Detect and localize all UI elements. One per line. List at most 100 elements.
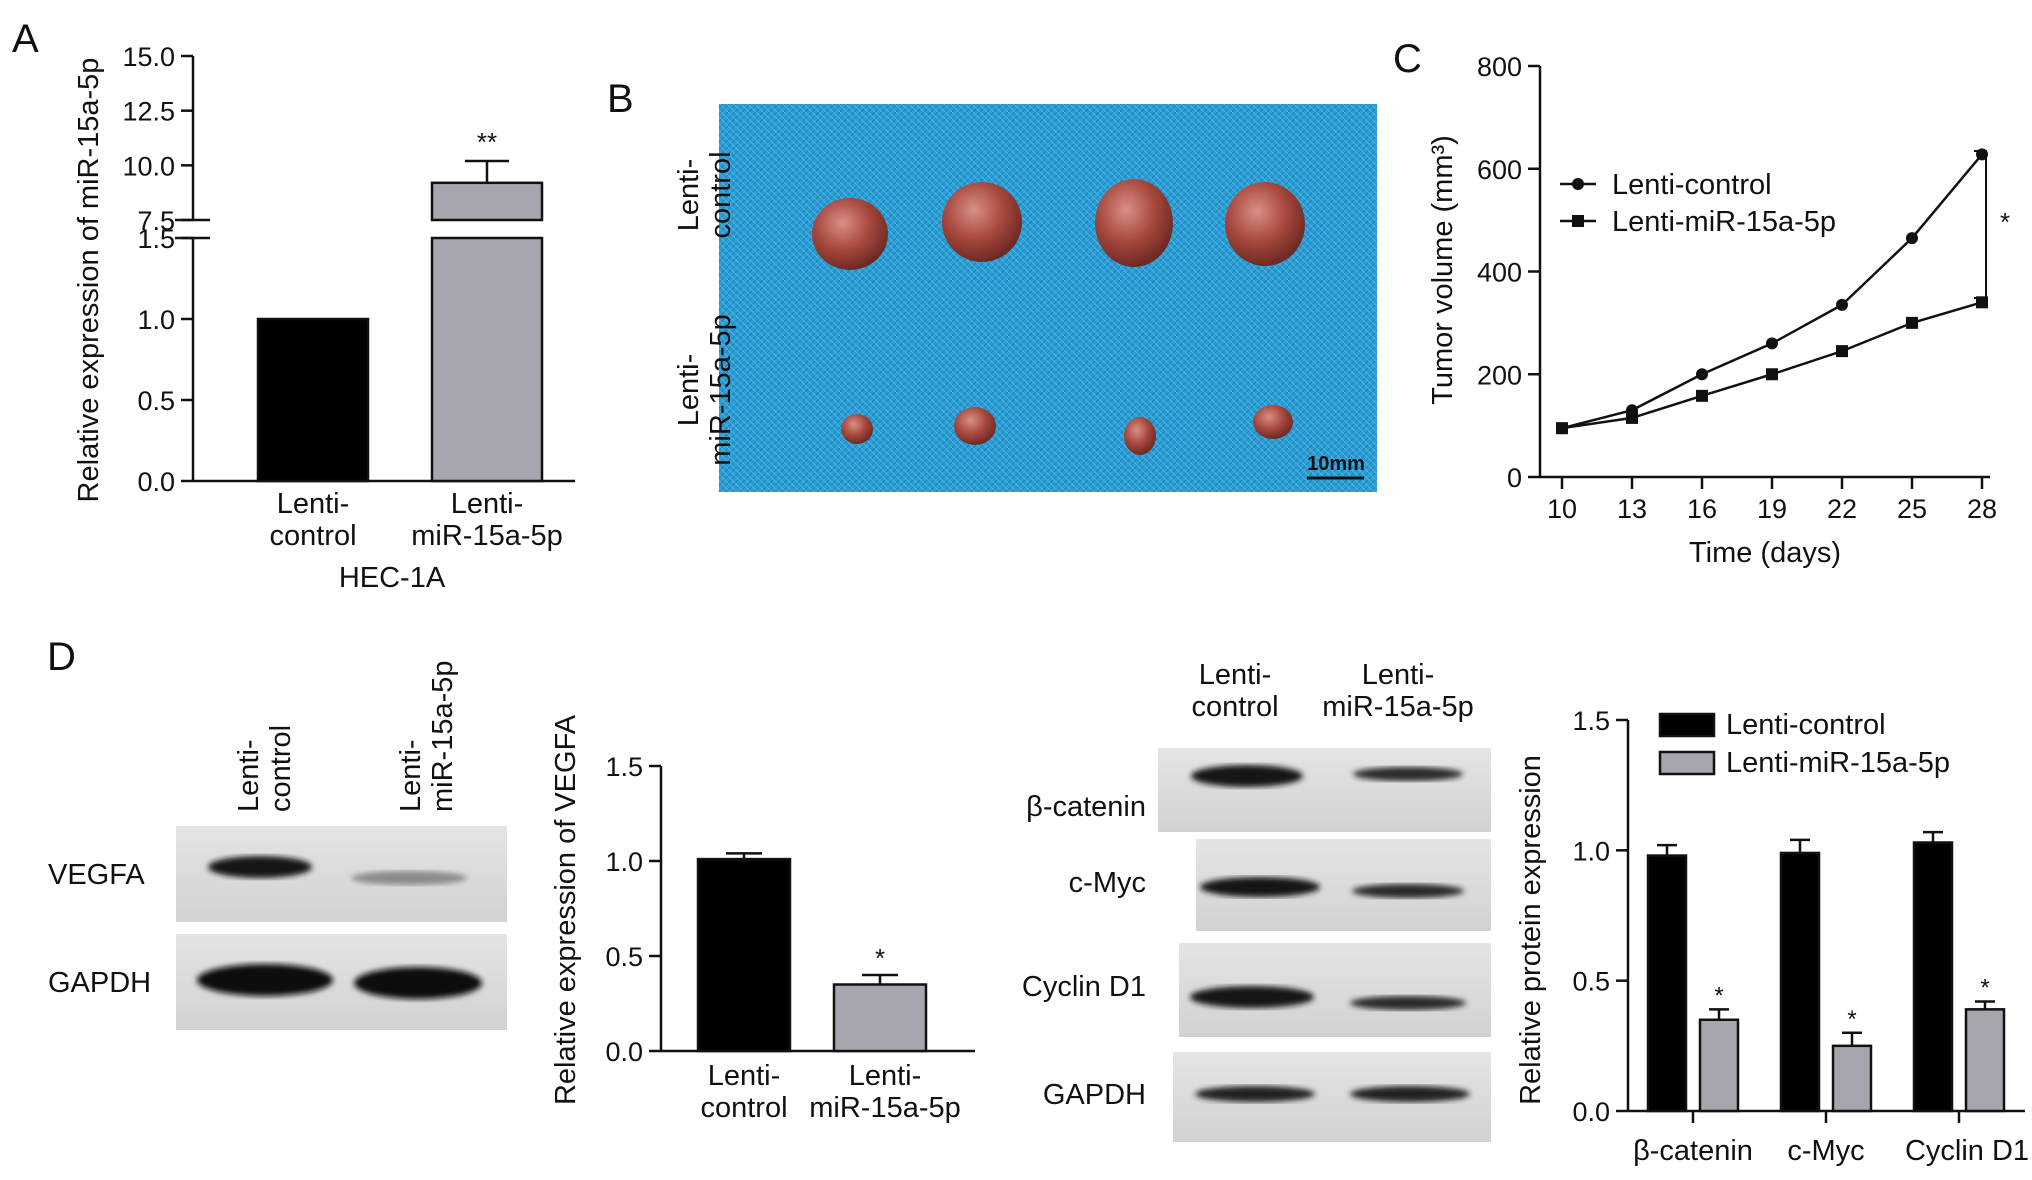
panel-a-upper-tick-label: 15.0 (122, 42, 175, 72)
tumor (841, 414, 873, 444)
band (208, 856, 312, 878)
protein-y-tick-label: 1.0 (1572, 836, 1610, 866)
tumor (812, 198, 888, 270)
panel-c-x-tick-label: 22 (1827, 494, 1857, 524)
panel-a-category-label: control (269, 520, 356, 552)
panel-c-xlabel: Time (days) (1689, 537, 1841, 569)
panel-a-xgroup-label: HEC-1A (339, 562, 446, 594)
tumor (1253, 405, 1293, 439)
blot-lane-label: control (1191, 691, 1278, 723)
blot-lane-label: miR-15a-5p (427, 661, 459, 813)
panel-label-c: C (1393, 37, 1422, 81)
band (197, 964, 333, 996)
panel-c-y-tick-label: 0 (1507, 463, 1522, 493)
band (351, 871, 467, 885)
vegfa-significance: * (875, 943, 885, 973)
tumor (1225, 182, 1305, 266)
photo-row-label: miR-15a-5p (705, 314, 737, 466)
blot-row-label: VEGFA (48, 859, 145, 891)
tumor (942, 182, 1022, 262)
protein-legend-label: Lenti-miR-15a-5p (1726, 747, 1950, 779)
protein-ylabel: Relative protein expression (1515, 755, 1547, 1105)
protein-bar (1698, 1018, 1740, 1113)
panel-d: D Lenti-control Lenti-miR-15a-5p VEGFAGAP… (47, 635, 2029, 1167)
protein-significance: * (1847, 1006, 1856, 1033)
blot-lane-label: control (265, 725, 297, 812)
panel-a-upper-tick-label: 10.0 (122, 151, 175, 181)
blot-row-label: GAPDH (48, 967, 151, 999)
panel-c-legend-marker (1572, 215, 1584, 227)
panel-a-category-label: Lenti- (451, 488, 524, 520)
panel-c-x-tick-label: 25 (1897, 494, 1927, 524)
panel-c-legend-label: Lenti-control (1612, 169, 1772, 201)
panel-a-category-label: miR-15a-5p (411, 520, 563, 552)
tumor (954, 407, 996, 445)
panel-a-category-label: Lenti- (277, 488, 350, 520)
scale-bar-label: 10mm (1307, 453, 1365, 475)
panel-a-bar (430, 236, 544, 483)
panel-c-y-tick-label: 200 (1477, 360, 1522, 390)
panel-c-x-tick-label: 10 (1547, 494, 1577, 524)
protein-bar (1779, 851, 1821, 1113)
band (354, 967, 482, 999)
protein-category-label: Cyclin D1 (1905, 1135, 2029, 1167)
protein-bar (1831, 1044, 1873, 1113)
panel-a-lower-tick-label: 1.5 (137, 224, 175, 254)
band (1353, 767, 1463, 781)
vegfa-bar (832, 983, 928, 1053)
panel-c-series-line (1561, 301, 1983, 430)
panel-a-ylabel: Relative expression of miR-15a-5p (73, 58, 105, 503)
band (1352, 884, 1464, 898)
protein-bar (1964, 1008, 2006, 1113)
blot-lane-label: Lenti- (233, 739, 265, 812)
vegfa-y-tick-label: 0.0 (605, 1037, 643, 1067)
vegfa-category-label: miR-15a-5p (809, 1092, 961, 1124)
panel-a-bar (430, 181, 544, 222)
blot-lane-label: Lenti- (395, 739, 427, 812)
panel-a-lower-tick-label: 1.0 (137, 305, 175, 335)
protein-chart: Relative protein expression 0.0 0.5 1.0 1.5… (1515, 706, 2029, 1167)
panel-c-significance: * (2000, 207, 2010, 237)
panel-c-point (1836, 298, 1848, 311)
panel-c-x-tick-label: 19 (1757, 494, 1787, 524)
vegfa-y-tick-label: 0.5 (605, 942, 643, 972)
panel-c-point (1766, 337, 1778, 350)
panel-a-lower-tick-label: 0.0 (137, 467, 175, 497)
band (1350, 996, 1466, 1010)
vegfa-y-tick-label: 1.5 (605, 752, 643, 782)
band (1191, 765, 1303, 787)
panel-c-legend-marker (1572, 178, 1584, 190)
photo-row-label: control (705, 151, 737, 238)
panel-a-upper-tick-label: 12.5 (122, 97, 175, 127)
panel-c-y-tick-label: 400 (1477, 258, 1522, 288)
panel-c: C Tumor volume (mm³) 0 200 400 600 800 10 13 1… (1393, 37, 2010, 569)
panel-c-y-tick-label: 600 (1477, 155, 1522, 185)
panel-a: A Relative expression of miR-15a-5p 0.0 0… (12, 17, 575, 594)
blot-lane-label: miR-15a-5p (1322, 691, 1474, 723)
panel-c-x-tick-label: 28 (1967, 494, 1997, 524)
panel-a-lower-tick-label: 0.5 (137, 386, 175, 416)
blot-row-label: Cyclin D1 (1022, 971, 1146, 1003)
blot-lane-label: Lenti- (1362, 659, 1435, 691)
band (1200, 877, 1320, 897)
panel-c-ylabel: Tumor volume (mm³) (1427, 135, 1459, 405)
protein-legend-swatch (1658, 712, 1716, 738)
panel-a-significance: ** (477, 127, 497, 157)
blot-row-label: c-Myc (1069, 867, 1146, 899)
panel-a-upper-tick-label: 7.5 (137, 206, 175, 236)
vegfa-category-label: control (700, 1092, 787, 1124)
band (1190, 986, 1314, 1008)
panel-c-point (1836, 345, 1848, 358)
protein-bar (1646, 854, 1688, 1113)
photo-row-label: Lenti- (673, 159, 705, 232)
panel-c-x-tick-label: 13 (1617, 494, 1647, 524)
panel-label-d: D (47, 635, 76, 679)
protein-legend-swatch (1658, 750, 1716, 776)
vegfa-bar (696, 857, 792, 1053)
panel-c-point (1696, 389, 1708, 402)
protein-y-tick-label: 0.5 (1572, 967, 1610, 997)
panel-c-x-tick-label: 16 (1687, 494, 1717, 524)
vegfa-chart: Relative expression of VEGFA 0.0 0.5 1.0 1.… (550, 714, 975, 1124)
